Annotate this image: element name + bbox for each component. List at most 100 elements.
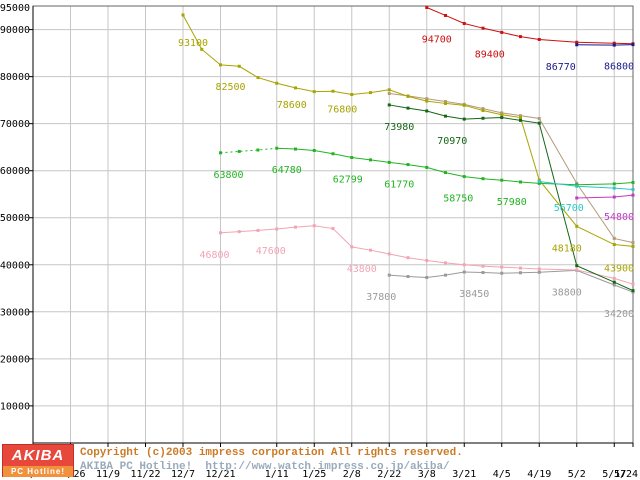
data-point-marker <box>612 41 616 45</box>
value-label: 94700 <box>422 34 452 45</box>
data-point-marker <box>612 182 616 186</box>
x-axis-label: 11/22 <box>130 469 160 480</box>
value-label: 47600 <box>256 246 286 257</box>
data-point-marker <box>519 118 522 122</box>
data-point-marker <box>537 116 541 120</box>
data-point-marker <box>237 149 241 153</box>
data-point-marker <box>519 116 522 120</box>
data-point-marker <box>294 225 297 229</box>
data-point-marker <box>575 43 579 47</box>
data-point-marker <box>537 267 541 271</box>
x-axis-label: 3/8 <box>418 469 436 480</box>
data-point-marker <box>444 13 447 17</box>
data-point-marker <box>387 88 391 92</box>
copyright-text: Copyright (c)2003 impress corporation Al… <box>80 447 463 459</box>
data-point-marker <box>294 147 297 151</box>
data-point-marker <box>537 270 541 274</box>
data-point-marker <box>575 268 579 272</box>
data-point-marker <box>481 264 485 268</box>
data-point-marker <box>331 227 335 231</box>
data-point-marker <box>331 152 335 156</box>
value-label: 58750 <box>443 194 473 205</box>
y-axis-label: 90000 <box>0 25 30 36</box>
data-point-marker <box>275 227 279 231</box>
data-point-marker <box>387 103 391 107</box>
data-point-marker <box>631 180 635 184</box>
data-point-marker <box>444 114 447 118</box>
data-point-marker <box>462 117 466 121</box>
data-point-marker <box>406 275 410 279</box>
value-label: 56700 <box>554 203 584 214</box>
series-line-red <box>426 7 634 45</box>
data-point-marker <box>481 26 485 30</box>
data-point-marker <box>444 100 447 104</box>
x-axis-label: 12/21 <box>205 469 235 480</box>
akiba-pc-hotline-logo: AKIBA PC Hotline! <box>2 444 74 477</box>
value-label: 76800 <box>327 105 357 116</box>
data-point-marker <box>462 21 466 25</box>
data-point-marker <box>612 280 616 284</box>
data-point-marker <box>631 244 635 248</box>
data-point-marker <box>462 175 466 179</box>
data-point-marker <box>425 5 429 9</box>
data-point-marker <box>387 92 391 96</box>
value-label: 34200 <box>604 309 634 320</box>
data-point-marker <box>406 256 410 260</box>
data-point-marker <box>519 266 522 270</box>
x-axis-label: 4/19 <box>527 469 551 480</box>
data-point-marker <box>237 64 241 68</box>
data-point-marker <box>481 116 485 120</box>
data-point-marker <box>612 43 616 47</box>
data-point-marker <box>500 30 504 34</box>
value-label: 70970 <box>437 136 467 147</box>
data-point-marker <box>575 264 579 268</box>
x-axis-label: 12/7 <box>171 469 195 480</box>
value-label: 93100 <box>178 38 208 49</box>
x-axis-label: 2/22 <box>377 469 401 480</box>
data-point-marker <box>425 275 429 279</box>
value-label: 82500 <box>215 82 245 93</box>
data-point-marker <box>631 43 635 47</box>
value-label: 63800 <box>213 170 243 181</box>
data-point-marker <box>425 109 429 113</box>
data-point-marker <box>462 103 466 107</box>
data-point-marker <box>444 101 447 105</box>
value-label: 43800 <box>347 264 377 275</box>
data-point-marker <box>575 224 579 228</box>
data-point-marker <box>369 158 372 162</box>
value-label: 89400 <box>475 49 505 60</box>
y-axis-label: 80000 <box>0 72 30 83</box>
site-url-text: AKIBA PC Hotline! http://www.watch.impre… <box>80 461 450 473</box>
y-axis-label: 50000 <box>0 213 30 224</box>
data-point-marker <box>425 97 429 101</box>
data-point-marker <box>444 273 447 277</box>
data-point-marker <box>612 283 616 287</box>
data-point-marker <box>500 116 504 120</box>
value-label: 38800 <box>552 287 582 298</box>
x-axis-label: 1/25 <box>302 469 326 480</box>
data-point-marker <box>219 231 222 235</box>
data-point-marker <box>631 289 635 293</box>
plot-border <box>32 5 634 444</box>
footer-text-block: Copyright (c)2003 impress corporation Al… <box>80 444 463 474</box>
data-point-marker <box>537 121 541 125</box>
data-point-marker <box>350 245 354 249</box>
y-axis-label: 30000 <box>0 307 30 318</box>
series-line-green-dashed <box>220 147 277 154</box>
data-point-marker <box>519 114 522 118</box>
value-label: 57980 <box>497 197 527 208</box>
x-axis-label: 5/24 <box>614 469 638 480</box>
data-point-marker <box>237 230 241 234</box>
value-label: 61770 <box>384 179 414 190</box>
data-point-marker <box>462 263 466 267</box>
data-point-marker <box>500 265 504 269</box>
data-point-marker <box>181 13 185 17</box>
data-point-marker <box>256 76 260 80</box>
data-point-marker <box>331 89 335 93</box>
data-point-marker <box>425 259 429 263</box>
value-label: 64780 <box>272 165 302 176</box>
data-point-marker <box>500 271 504 275</box>
data-point-marker <box>612 276 616 280</box>
